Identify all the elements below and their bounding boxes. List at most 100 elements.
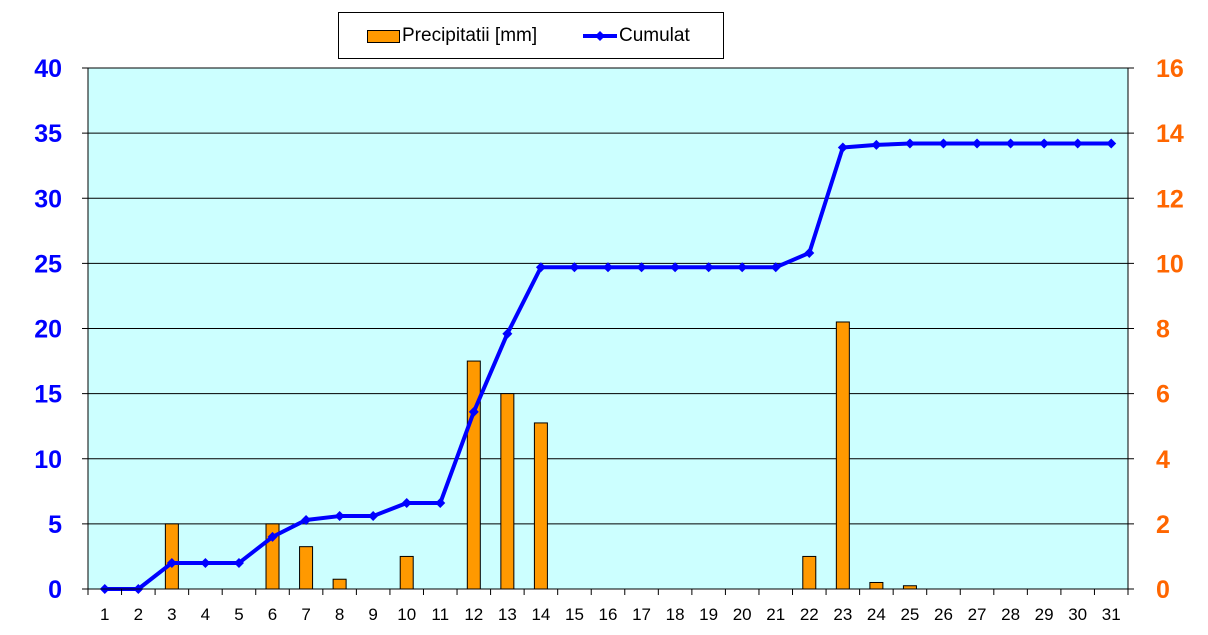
cumulative-point xyxy=(770,262,781,273)
cumulative-point xyxy=(737,262,748,273)
x-tick-label: 23 xyxy=(833,605,852,624)
x-tick-label: 1 xyxy=(100,605,109,624)
right-tick-label: 2 xyxy=(1156,511,1170,539)
precip-swatch xyxy=(367,29,400,43)
legend-item-cumul[interactable]: Cumulat xyxy=(583,25,690,47)
x-tick-label: 26 xyxy=(934,605,953,624)
precip-bar xyxy=(802,555,817,590)
x-tick-label: 31 xyxy=(1102,605,1121,624)
right-axis-ticks: 0 2 4 6 8 10 12 14 16 xyxy=(1128,55,1184,604)
x-tick-label: 29 xyxy=(1035,605,1054,624)
legend-cumul-label: Cumulat xyxy=(619,25,690,46)
cumulative-point xyxy=(904,138,915,149)
x-axis-ticks: 1 2 3 4 5 6 7 8 9 10 11 12 13 14 15 16 17 18 19 20 21 22 23 24 2… xyxy=(87,589,1129,624)
left-tick-label: 40 xyxy=(34,55,62,83)
cumulative-point xyxy=(535,262,546,273)
x-tick-label: 17 xyxy=(632,605,651,624)
right-tick-label: 14 xyxy=(1156,120,1184,148)
x-tick-label: 24 xyxy=(867,605,886,624)
x-tick-label: 2 xyxy=(134,605,143,624)
precip-bar xyxy=(299,546,314,590)
right-tick-label: 8 xyxy=(1156,316,1170,344)
cumulative-point xyxy=(569,262,580,273)
right-tick-label: 12 xyxy=(1156,185,1184,213)
cumulative-point xyxy=(804,247,815,258)
x-tick-label: 28 xyxy=(1001,605,1020,624)
legend-item-precip[interactable]: Precipitatii [mm] xyxy=(367,25,537,47)
x-tick-label: 16 xyxy=(599,605,618,624)
left-tick-label: 0 xyxy=(48,576,62,604)
precipitation-bars xyxy=(164,321,917,590)
x-tick-label: 30 xyxy=(1068,605,1087,624)
x-tick-label: 5 xyxy=(234,605,243,624)
x-tick-label: 7 xyxy=(301,605,310,624)
x-tick-label: 6 xyxy=(268,605,277,624)
precip-bar xyxy=(466,360,481,590)
right-tick-label: 0 xyxy=(1156,576,1170,604)
gridlines xyxy=(88,67,1128,525)
left-tick-label: 5 xyxy=(48,511,62,539)
cumulative-point xyxy=(603,262,613,273)
cumulative-point xyxy=(468,406,479,417)
x-tick-label: 14 xyxy=(531,605,550,624)
cumulative-point xyxy=(435,498,446,509)
cumulative-point xyxy=(871,139,882,150)
x-tick-label: 8 xyxy=(335,605,344,624)
cumulative-point xyxy=(1072,138,1083,149)
cumulative-point xyxy=(267,531,278,542)
precip-bar xyxy=(835,321,850,590)
cumulative-point xyxy=(636,262,647,273)
cumulative-point xyxy=(938,138,949,149)
right-tick-label: 10 xyxy=(1156,250,1184,278)
legend-precip-label: Precipitatii [mm] xyxy=(402,25,538,46)
cumulative-point xyxy=(233,557,244,568)
left-axis-ticks: 0 5 10 15 20 25 30 35 40 xyxy=(34,55,88,604)
x-tick-label: 27 xyxy=(968,605,987,624)
cumulative-point xyxy=(200,557,211,568)
cumulative-point xyxy=(1005,138,1016,149)
cumulative-point xyxy=(502,328,513,339)
x-tick-label: 22 xyxy=(800,605,819,624)
precip-bar xyxy=(164,523,179,590)
cumulative-point xyxy=(368,511,379,522)
x-tick-label: 9 xyxy=(368,605,377,624)
left-tick-label: 20 xyxy=(34,316,62,344)
right-tick-label: 16 xyxy=(1156,55,1184,83)
x-tick-label: 18 xyxy=(666,605,685,624)
x-tick-label: 20 xyxy=(733,605,752,624)
precip-bar xyxy=(399,555,414,590)
legend: Precipitatii [mm] Cumulat xyxy=(338,12,724,59)
precip-bar xyxy=(500,393,515,590)
precip-bar xyxy=(533,422,548,590)
cumulative-point xyxy=(334,511,345,522)
x-tick-label: 25 xyxy=(900,605,919,624)
cumulative-point xyxy=(401,498,412,509)
cumulative-point xyxy=(670,262,681,273)
left-tick-label: 30 xyxy=(34,185,62,213)
cumulative-point xyxy=(1106,138,1117,149)
x-tick-label: 15 xyxy=(565,605,584,624)
cumulative-point xyxy=(703,262,714,273)
x-tick-label: 3 xyxy=(167,605,176,624)
x-tick-label: 12 xyxy=(464,605,483,624)
x-tick-label: 13 xyxy=(498,605,517,624)
cumulative-point xyxy=(166,557,177,568)
x-tick-label: 21 xyxy=(766,605,785,624)
x-tick-label: 11 xyxy=(431,605,449,624)
cumulative-line xyxy=(99,138,1117,594)
x-tick-label: 4 xyxy=(201,605,210,624)
precip-bar xyxy=(332,578,347,590)
left-tick-label: 35 xyxy=(34,120,62,148)
left-tick-label: 10 xyxy=(34,446,62,474)
cumul-swatch xyxy=(583,31,617,41)
cumulative-point xyxy=(1039,138,1050,149)
cumulative-point xyxy=(972,138,983,149)
precip-bar xyxy=(869,581,884,590)
left-tick-label: 25 xyxy=(34,250,62,278)
right-tick-label: 4 xyxy=(1156,446,1170,474)
cumulative-point xyxy=(301,514,312,525)
cumulative-point xyxy=(837,142,848,153)
x-tick-label: 19 xyxy=(699,605,718,624)
left-tick-label: 15 xyxy=(34,381,62,409)
right-tick-label: 6 xyxy=(1156,381,1170,409)
